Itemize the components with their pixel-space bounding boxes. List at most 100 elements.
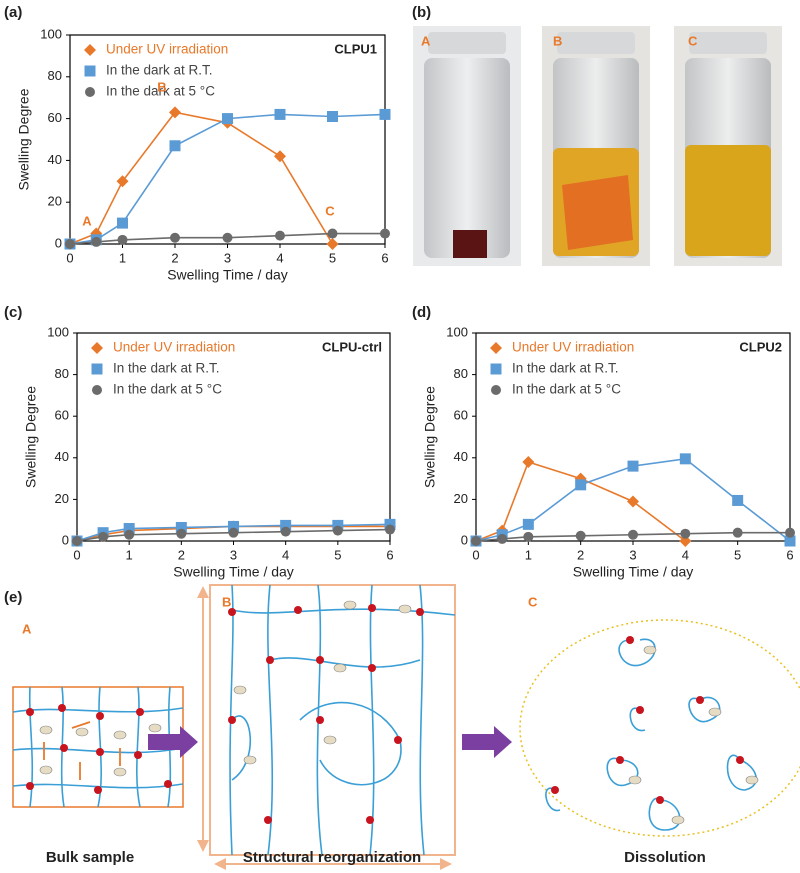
legend-label: In the dark at 5 °C xyxy=(106,84,215,99)
diagram: A B C Bulk sample Structural reorganizat… xyxy=(12,584,800,870)
marker xyxy=(679,535,692,547)
annotation: CLPU1 xyxy=(334,41,377,56)
legend-label: In the dark at R.T. xyxy=(512,361,619,376)
marker xyxy=(497,533,508,544)
marker xyxy=(117,234,128,245)
legend-label: In the dark at 5 °C xyxy=(512,382,621,397)
legend-label: Under UV irradiation xyxy=(106,42,228,57)
marker xyxy=(680,528,691,539)
marker xyxy=(280,519,292,531)
marker xyxy=(785,527,795,538)
legend-label: In the dark at R.T. xyxy=(113,361,220,376)
point-label: A xyxy=(82,213,92,228)
annotation: CLPU2 xyxy=(739,339,782,354)
legend-label: Under UV irradiation xyxy=(113,340,235,355)
y-tick-label: 60 xyxy=(48,110,62,125)
x-tick-label: 1 xyxy=(126,547,133,562)
x-tick-label: 0 xyxy=(73,547,80,562)
x-tick-label: 5 xyxy=(334,547,341,562)
y-tick-label: 20 xyxy=(454,491,468,506)
x-tick-label: 5 xyxy=(329,250,336,265)
legend-marker xyxy=(92,385,102,395)
y-tick-label: 40 xyxy=(48,152,62,167)
panel-label: (e) xyxy=(4,589,22,606)
marker xyxy=(169,140,181,152)
y-axis-label: Swelling Degree xyxy=(16,88,32,190)
marker xyxy=(91,236,102,247)
y-tick-label: 20 xyxy=(48,194,62,209)
y-tick-label: 100 xyxy=(40,26,62,41)
x-tick-label: 1 xyxy=(119,250,126,265)
marker xyxy=(471,536,481,546)
legend-marker xyxy=(491,385,501,395)
y-tick-label: 0 xyxy=(62,532,69,547)
marker xyxy=(274,108,286,120)
x-tick-label: 6 xyxy=(386,547,393,562)
marker xyxy=(326,238,339,250)
y-tick-label: 40 xyxy=(454,449,468,464)
marker xyxy=(384,518,396,530)
x-tick-label: 2 xyxy=(577,547,584,562)
caption: Structural reorganization xyxy=(243,849,421,866)
legend-marker xyxy=(490,363,502,375)
point-label: C xyxy=(325,203,335,218)
marker xyxy=(522,455,535,468)
marker xyxy=(65,239,75,249)
marker xyxy=(117,217,128,229)
marker xyxy=(784,535,796,547)
marker xyxy=(170,232,180,243)
marker xyxy=(280,526,291,537)
x-tick-label: 2 xyxy=(171,250,178,265)
panel-label: (c) xyxy=(4,304,22,321)
photo-label: A xyxy=(421,33,431,48)
marker xyxy=(732,527,743,538)
marker xyxy=(123,523,135,535)
photo-label: B xyxy=(553,33,562,48)
legend-label: Under UV irradiation xyxy=(512,340,634,355)
marker xyxy=(732,494,744,506)
marker xyxy=(175,521,187,533)
marker xyxy=(332,525,343,536)
x-tick-label: 0 xyxy=(472,547,479,562)
caption: Bulk sample xyxy=(46,849,134,866)
marker xyxy=(169,106,181,119)
x-tick-label: 4 xyxy=(682,547,689,562)
x-tick-label: 4 xyxy=(276,250,283,265)
marker xyxy=(327,228,338,239)
legend-marker xyxy=(490,342,502,354)
panel-label: (d) xyxy=(412,304,431,321)
x-tick-label: 1 xyxy=(525,547,532,562)
x-tick-label: 3 xyxy=(629,547,636,562)
legend-label: In the dark at 5 °C xyxy=(113,382,222,397)
legend-marker xyxy=(84,65,96,77)
marker xyxy=(327,111,338,123)
marker xyxy=(72,536,82,546)
marker xyxy=(228,527,239,538)
x-axis-label: Swelling Time / day xyxy=(167,267,288,283)
y-tick-label: 60 xyxy=(454,408,468,423)
marker xyxy=(522,518,534,530)
marker xyxy=(98,531,109,542)
marker xyxy=(380,228,390,239)
x-tick-label: 5 xyxy=(734,547,741,562)
x-tick-label: 4 xyxy=(282,547,289,562)
x-tick-label: 0 xyxy=(66,250,73,265)
y-tick-label: 20 xyxy=(55,491,69,506)
marker xyxy=(228,520,239,532)
marker xyxy=(274,150,286,163)
y-tick-label: 40 xyxy=(55,449,69,464)
marker xyxy=(627,495,639,508)
photo-label: C xyxy=(688,33,698,48)
legend-marker xyxy=(84,44,96,56)
x-axis-label: Swelling Time / day xyxy=(573,564,694,580)
photo-panel: A B C xyxy=(413,26,782,266)
marker xyxy=(575,479,587,491)
reorg-box xyxy=(209,584,456,856)
x-tick-label: 2 xyxy=(178,547,185,562)
x-tick-label: 6 xyxy=(381,250,388,265)
marker xyxy=(124,529,135,540)
panel-label: (a) xyxy=(4,4,22,21)
x-tick-label: 3 xyxy=(224,250,231,265)
x-tick-label: 6 xyxy=(786,547,793,562)
marker xyxy=(679,453,691,465)
